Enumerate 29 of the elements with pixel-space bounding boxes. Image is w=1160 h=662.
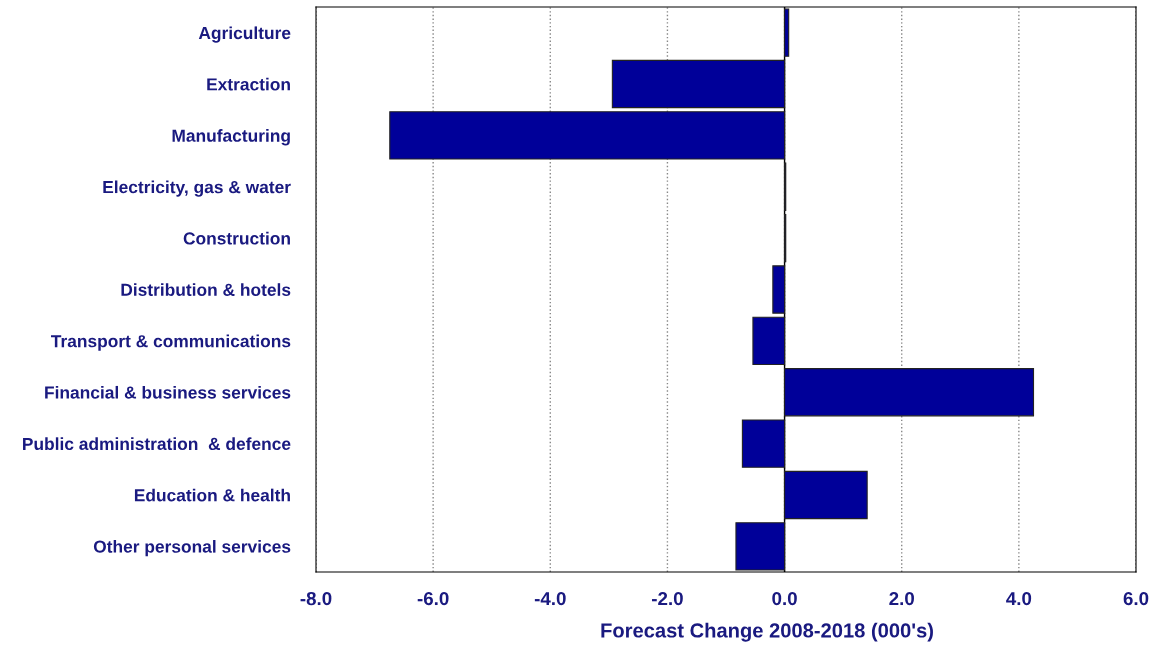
- y-tick-label: Public administration & defence: [23, 437, 291, 451]
- y-tick-label: Distribution & hotels: [121, 283, 291, 296]
- y-tick-label: Financial & business services: [45, 385, 291, 399]
- x-tick-label: 6.0: [1123, 591, 1149, 606]
- bar: [611, 59, 786, 109]
- y-tick-label: Extraction: [207, 77, 290, 91]
- bar: [784, 368, 1035, 417]
- x-tick-label: -6.0: [417, 591, 449, 606]
- x-tick-label: 4.0: [1006, 591, 1032, 606]
- y-tick-label: Agriculture: [198, 26, 291, 43]
- y-tick-label: Electricity, gas & water: [103, 180, 291, 197]
- x-tick-label: -2.0: [652, 591, 683, 606]
- y-tick-label: Transport & communications: [51, 334, 291, 351]
- bar: [741, 419, 786, 468]
- bar: [735, 522, 786, 571]
- bar: [784, 470, 868, 520]
- y-tick-label: Construction: [183, 231, 290, 245]
- x-axis-title: Forecast Change 2008-2018 (000's): [601, 622, 933, 642]
- bar: [784, 8, 790, 57]
- x-tick-label: 2.0: [889, 591, 914, 606]
- y-tick-label: Manufacturing: [172, 129, 290, 146]
- x-tick-label: 0.0: [772, 591, 797, 606]
- bar: [772, 265, 786, 314]
- bar: [389, 111, 786, 160]
- y-tick-label: Education & health: [134, 488, 290, 502]
- x-tick-label: -8.0: [300, 591, 332, 606]
- y-tick-label: Other personal services: [93, 540, 291, 557]
- x-tick-label: -4.0: [534, 591, 566, 606]
- bar: [752, 316, 786, 366]
